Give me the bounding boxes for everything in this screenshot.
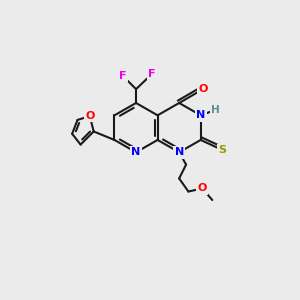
Text: S: S xyxy=(218,145,226,155)
Text: F: F xyxy=(119,71,127,81)
Text: O: O xyxy=(85,111,94,121)
Text: O: O xyxy=(198,84,208,94)
Text: F: F xyxy=(148,69,156,79)
Text: N: N xyxy=(175,147,184,157)
Text: N: N xyxy=(196,110,205,120)
Text: H: H xyxy=(211,105,220,115)
Text: N: N xyxy=(131,147,141,157)
Text: O: O xyxy=(198,184,207,194)
